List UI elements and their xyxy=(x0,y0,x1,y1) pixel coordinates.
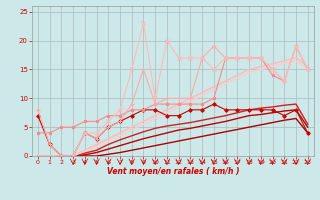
X-axis label: Vent moyen/en rafales ( km/h ): Vent moyen/en rafales ( km/h ) xyxy=(107,167,239,176)
